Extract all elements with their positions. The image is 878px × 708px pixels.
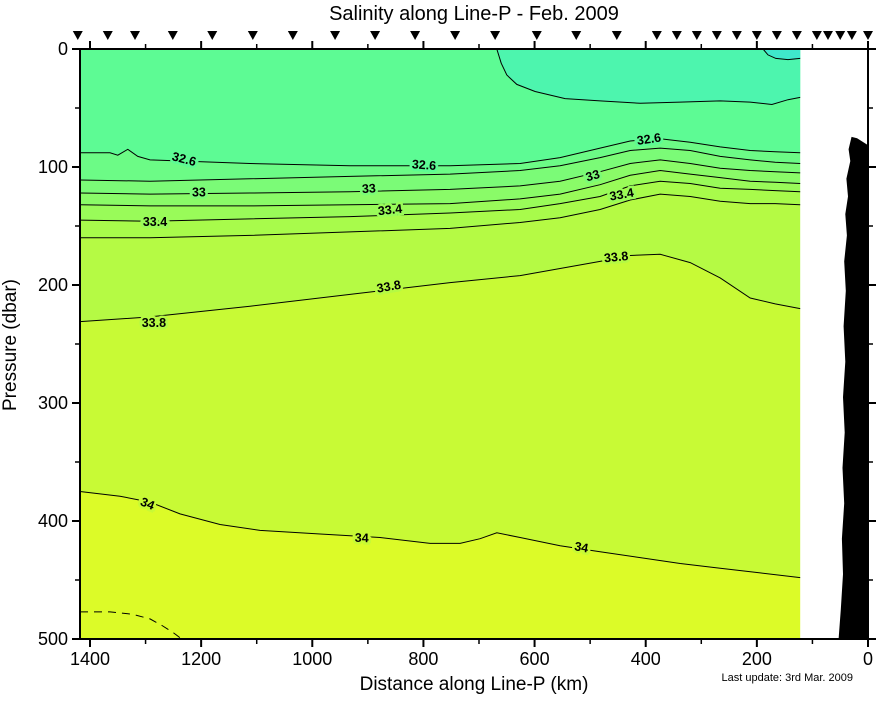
station-marker xyxy=(410,31,421,40)
station-marker xyxy=(207,31,218,40)
station-marker xyxy=(450,31,461,40)
station-marker xyxy=(822,31,833,40)
salinity-band-33.4-33.6 xyxy=(80,181,801,238)
station-marker xyxy=(490,31,501,40)
y-tick-label: 0 xyxy=(58,39,68,59)
station-marker xyxy=(247,31,258,40)
contour-line-34.2-dashed xyxy=(80,611,183,640)
contour-line-34 xyxy=(79,491,801,579)
station-marker xyxy=(370,31,381,40)
salinity-band-33-33.2 xyxy=(80,159,801,206)
station-marker xyxy=(72,31,83,40)
y-tick-label: 400 xyxy=(38,511,68,531)
salinity-band-33.8-34 xyxy=(80,254,801,578)
y-tick-label: 500 xyxy=(38,629,68,649)
bathymetry-silhouette xyxy=(838,136,869,640)
contour-line-33.6 xyxy=(80,193,801,239)
x-tick-label: 1400 xyxy=(70,649,110,669)
contour-line-33.4 xyxy=(79,180,801,222)
station-marker xyxy=(771,31,782,40)
station-marker xyxy=(651,31,662,40)
contour-line-32.8 xyxy=(79,147,801,182)
last-update-note: Last update: 3rd Mar. 2009 xyxy=(721,672,853,684)
x-tick-label: 600 xyxy=(520,649,550,669)
x-axis-title: Distance along Line-P (km) xyxy=(359,674,589,695)
y-axis-title: Pressure (dbar) xyxy=(0,279,21,411)
contour-label-33.8: 33.8 xyxy=(376,278,402,296)
station-marker xyxy=(130,31,141,40)
station-marker xyxy=(691,31,702,40)
contour-label-32.6: 32.6 xyxy=(411,157,436,173)
contour-line-32.6 xyxy=(80,138,801,167)
station-marker xyxy=(671,31,682,40)
y-tick-label: 200 xyxy=(38,275,68,295)
contour-line-33.2 xyxy=(79,169,801,207)
salinity-band-32.8-33 xyxy=(80,148,801,195)
salinity-band-gt-34 xyxy=(80,491,801,639)
contour-label-34: 34 xyxy=(355,531,369,545)
x-tick-label: 0 xyxy=(863,649,873,669)
station-marker xyxy=(330,31,341,40)
station-marker xyxy=(811,31,822,40)
contour-label-33: 33 xyxy=(361,181,376,196)
station-marker xyxy=(751,31,762,40)
surface-fresh-pool-contour xyxy=(496,48,801,106)
station-marker xyxy=(102,31,113,40)
station-marker xyxy=(711,31,722,40)
y-tick-label: 300 xyxy=(38,393,68,413)
contour-label-33.4: 33.4 xyxy=(377,202,403,218)
surface-fresh-corner xyxy=(763,49,801,60)
contour-line-33.8 xyxy=(79,253,801,323)
station-marker xyxy=(863,31,873,40)
contour-line-33 xyxy=(79,159,801,195)
station-marker xyxy=(731,31,742,40)
chart-title: Salinity along Line-P - Feb. 2009 xyxy=(329,3,619,25)
salinity-band-32.6-32.8 xyxy=(80,138,801,182)
surface-fresh-pool xyxy=(496,49,801,105)
station-marker xyxy=(846,31,857,40)
contour-label-33.8: 33.8 xyxy=(142,316,166,330)
station-marker xyxy=(287,31,298,40)
station-marker xyxy=(791,31,802,40)
y-tick-label: 100 xyxy=(38,157,68,177)
x-tick-label: 1200 xyxy=(181,649,221,669)
x-tick-label: 200 xyxy=(742,649,772,669)
x-tick-label: 400 xyxy=(631,649,661,669)
station-marker xyxy=(531,31,542,40)
contour-label-33: 33 xyxy=(192,185,206,199)
contour-label-32.6: 32.6 xyxy=(636,131,662,148)
salinity-band-33.6-33.8 xyxy=(80,194,801,322)
contour-label-33.8: 33.8 xyxy=(603,249,629,265)
salinity-band-33.2-33.4 xyxy=(80,170,801,222)
x-tick-label: 1000 xyxy=(292,649,332,669)
contour-label-33: 33 xyxy=(584,167,601,184)
contour-label-34: 34 xyxy=(573,539,589,555)
contour-label-33.4: 33.4 xyxy=(143,215,167,229)
station-marker xyxy=(611,31,622,40)
surface-fresh-corner-contour xyxy=(762,48,801,61)
station-marker xyxy=(571,31,582,40)
station-marker xyxy=(167,31,178,40)
station-marker xyxy=(835,31,846,40)
x-tick-label: 800 xyxy=(408,649,438,669)
